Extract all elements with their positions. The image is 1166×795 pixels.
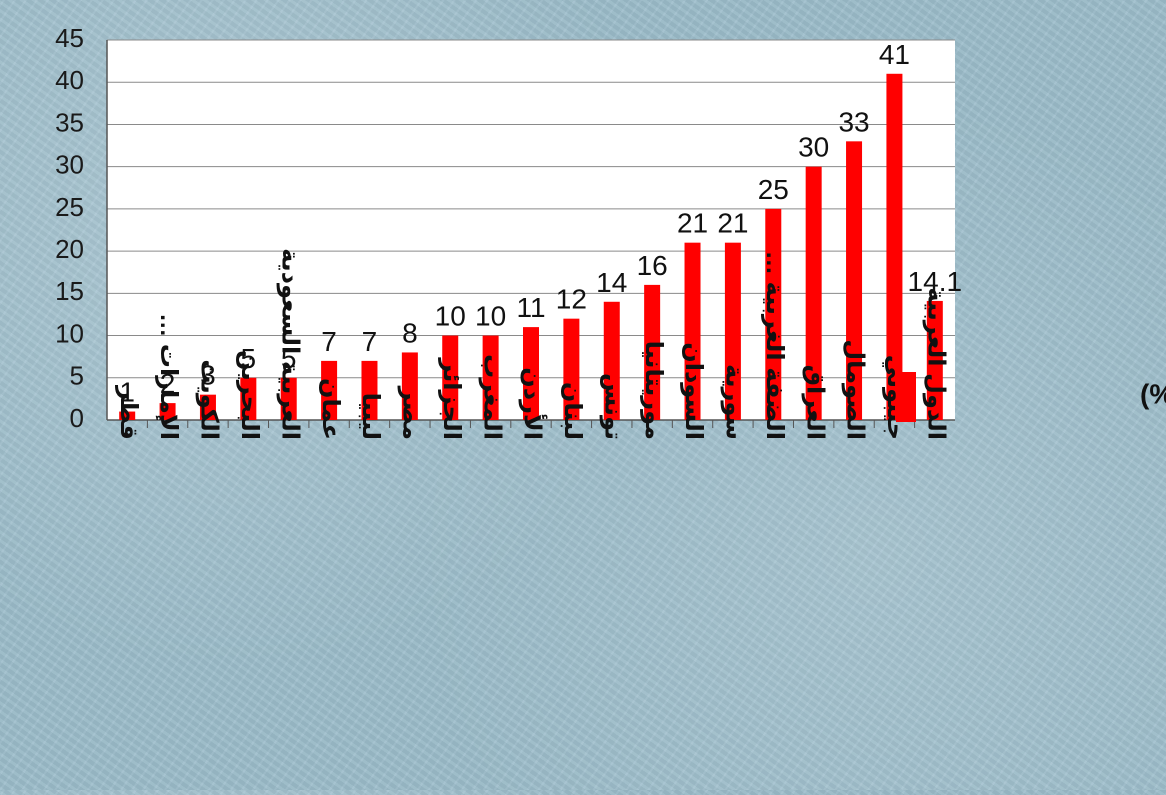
data-label: 21 bbox=[677, 208, 708, 239]
legend: معدل البطالة (%) bbox=[896, 372, 1166, 422]
y-tick-label: 0 bbox=[70, 403, 84, 433]
y-tick-label: 35 bbox=[55, 107, 84, 137]
bar bbox=[119, 411, 136, 420]
data-label: 7 bbox=[362, 326, 378, 357]
bar bbox=[846, 141, 863, 421]
data-label: 41 bbox=[879, 39, 910, 70]
category-label: مصر bbox=[398, 386, 425, 440]
bar bbox=[240, 377, 257, 420]
y-axis-tick-labels: 0 5 10 15 20 25 30 35 40 45 bbox=[55, 23, 84, 433]
data-label: 2 bbox=[160, 368, 176, 399]
data-label: 11 bbox=[516, 292, 545, 323]
y-tick-label: 20 bbox=[55, 234, 84, 264]
y-tick-label: 30 bbox=[55, 150, 84, 180]
category-label: موريتانيا bbox=[640, 341, 667, 440]
bar bbox=[442, 335, 459, 420]
data-label: 5 bbox=[281, 343, 297, 374]
bar bbox=[765, 208, 782, 420]
category-label: لبنان bbox=[559, 382, 586, 440]
bar bbox=[482, 335, 499, 420]
y-tick-label: 5 bbox=[70, 361, 84, 391]
category-label: البحرين bbox=[236, 350, 263, 440]
data-label: 14.1 bbox=[908, 266, 963, 297]
data-label: 1 bbox=[119, 377, 135, 408]
category-label: العربية السعودية bbox=[276, 248, 303, 440]
data-label: 10 bbox=[435, 301, 466, 332]
data-label: 3 bbox=[200, 360, 216, 391]
bar bbox=[361, 360, 378, 420]
category-label: عمان bbox=[317, 378, 344, 440]
bars bbox=[119, 73, 943, 421]
data-label: 5 bbox=[241, 343, 257, 374]
category-label: الضفة الغربية … bbox=[761, 251, 788, 440]
y-tick-label: 25 bbox=[55, 192, 84, 222]
y-tick-label: 45 bbox=[55, 23, 84, 53]
bar bbox=[805, 166, 822, 420]
data-label: 14 bbox=[596, 267, 627, 298]
bar bbox=[321, 360, 338, 420]
legend-entry: معدل البطالة (%) bbox=[1140, 378, 1166, 409]
category-label: الصومال bbox=[842, 339, 869, 440]
data-label: 12 bbox=[556, 284, 587, 315]
category-label: الجزائر bbox=[438, 357, 465, 440]
category-label: العراق bbox=[801, 365, 828, 440]
bar bbox=[684, 242, 701, 420]
data-label: 21 bbox=[717, 208, 748, 239]
category-label: الكويت bbox=[196, 359, 223, 440]
y-tick-label: 15 bbox=[55, 276, 84, 306]
category-label: تونس bbox=[599, 373, 626, 440]
bar bbox=[603, 301, 620, 420]
data-label: 16 bbox=[637, 250, 668, 281]
category-label: قطر bbox=[115, 385, 142, 440]
bar bbox=[724, 242, 741, 420]
bar bbox=[280, 377, 297, 420]
bar bbox=[886, 73, 903, 421]
category-label: الأردن bbox=[519, 367, 548, 440]
category-label: سورية bbox=[721, 364, 748, 440]
category-label: المغرب bbox=[478, 354, 505, 440]
bar bbox=[563, 318, 580, 420]
data-label: 33 bbox=[838, 106, 869, 137]
bar bbox=[401, 352, 418, 420]
y-tick-label: 40 bbox=[55, 65, 84, 95]
category-label: الإمارات … bbox=[155, 313, 182, 440]
category-label: الدول العربية bbox=[922, 287, 949, 440]
legend-swatch bbox=[896, 372, 916, 422]
data-label: 30 bbox=[798, 132, 829, 163]
category-label: ليبيا bbox=[357, 393, 384, 440]
category-labels: قطر الإمارات … الكويت البحرين العربية السعود… bbox=[115, 248, 950, 440]
y-tick-label: 10 bbox=[55, 318, 84, 348]
data-label: 7 bbox=[321, 326, 337, 357]
bar bbox=[199, 394, 216, 420]
data-label: 25 bbox=[758, 174, 789, 205]
data-label: 8 bbox=[402, 317, 418, 348]
bar bbox=[644, 284, 661, 420]
bar bbox=[926, 300, 943, 420]
category-label: السودان bbox=[680, 342, 707, 440]
data-label: 10 bbox=[475, 301, 506, 332]
bar bbox=[159, 403, 176, 420]
bar bbox=[523, 327, 539, 420]
